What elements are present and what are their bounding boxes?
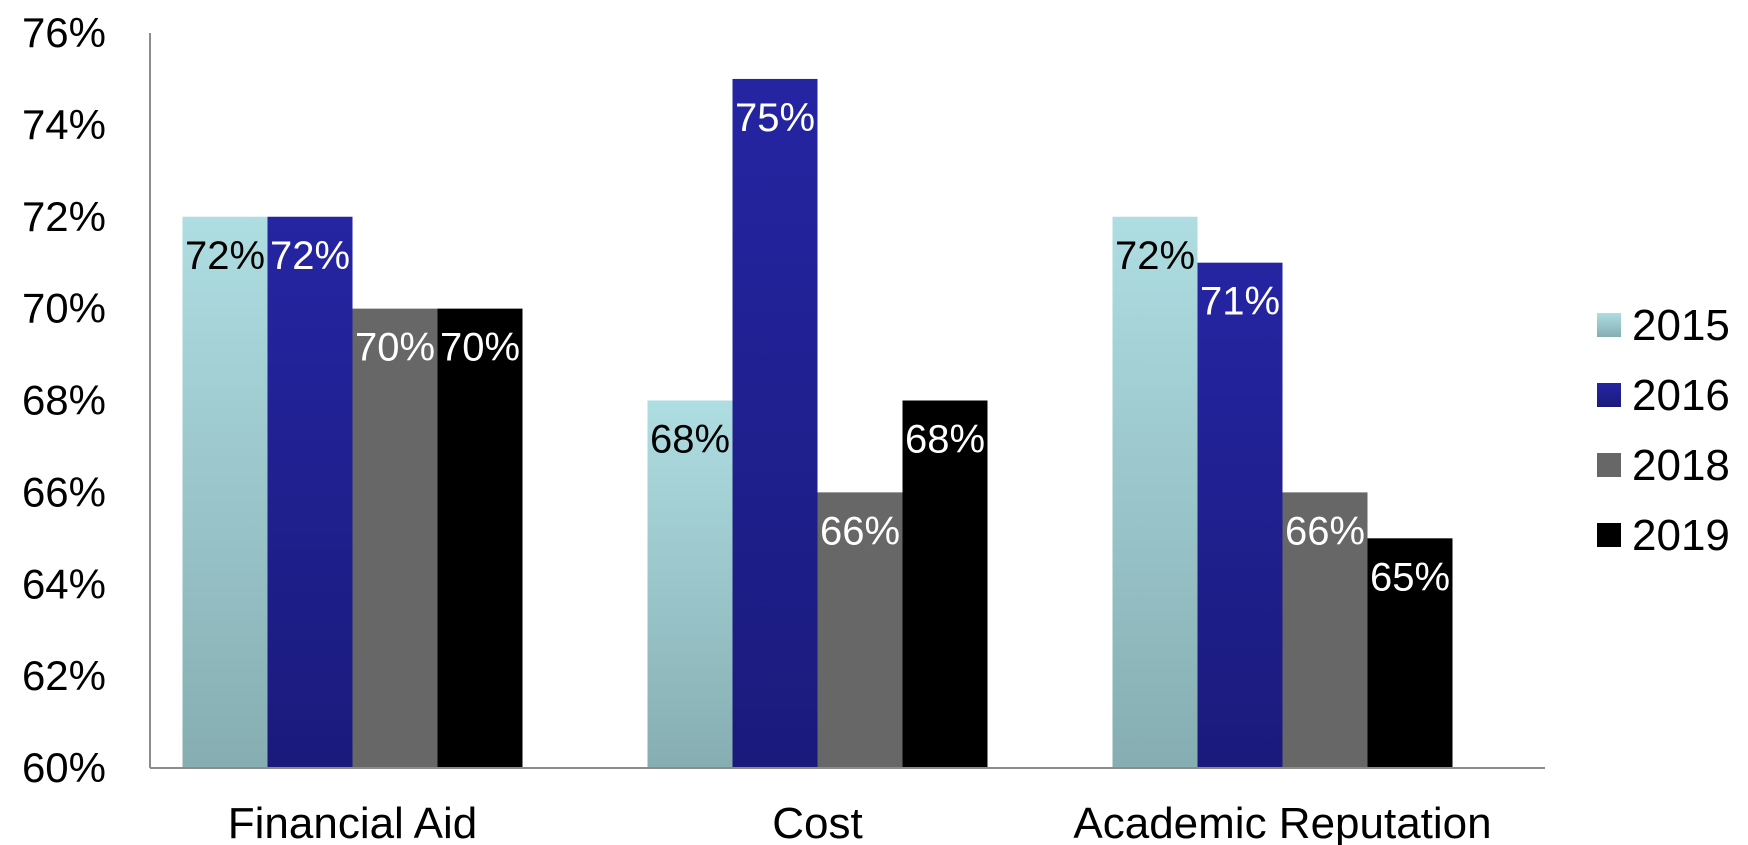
bar-2016-1 bbox=[732, 78, 818, 768]
bar-2018-2 bbox=[1282, 492, 1368, 768]
y-tick-label: 62% bbox=[22, 652, 106, 699]
y-tick-label: 74% bbox=[22, 101, 106, 148]
data-label: 68% bbox=[905, 418, 985, 462]
y-tick-label: 64% bbox=[22, 560, 106, 607]
bar-2016-0 bbox=[267, 216, 353, 768]
x-category-label: Financial Aid bbox=[228, 799, 477, 845]
legend-swatch bbox=[1597, 383, 1621, 407]
y-tick-label: 72% bbox=[22, 193, 106, 240]
y-axis-ticks: 60% 62% 64% 66% 68% 70% 72% 74% 76% bbox=[22, 9, 106, 791]
bars bbox=[182, 78, 1453, 768]
data-label: 72% bbox=[185, 234, 265, 278]
legend: 2015 2016 2018 2019 bbox=[1597, 301, 1730, 560]
bar-2019-0 bbox=[437, 308, 523, 768]
x-category-label: Cost bbox=[772, 799, 862, 845]
bar-2015-1 bbox=[647, 400, 733, 768]
legend-label: 2016 bbox=[1632, 371, 1730, 420]
legend-swatch bbox=[1597, 453, 1621, 477]
legend-label: 2015 bbox=[1632, 301, 1730, 350]
y-tick-label: 70% bbox=[22, 285, 106, 332]
legend-swatch bbox=[1597, 523, 1621, 547]
y-tick-label: 60% bbox=[22, 744, 106, 791]
data-labels: 72% 72%70% 70%68%75%66%68%72%71%66%65% bbox=[185, 96, 1450, 599]
y-tick-label: 68% bbox=[22, 377, 106, 424]
x-category-label: Academic Reputation bbox=[1073, 799, 1491, 845]
data-label: 71% bbox=[1200, 280, 1280, 324]
data-label: 72% bbox=[1115, 234, 1195, 278]
data-label: 70% bbox=[355, 326, 435, 370]
bar-2019-1 bbox=[902, 400, 988, 768]
bar-2019-2 bbox=[1367, 538, 1453, 768]
legend-label: 2019 bbox=[1632, 511, 1730, 560]
y-tick-label: 76% bbox=[22, 9, 106, 56]
bar-2018-0 bbox=[352, 308, 438, 768]
bar-2015-2 bbox=[1112, 216, 1198, 768]
x-axis-category-labels: Financial Aid Cost Academic Reputation bbox=[228, 799, 1492, 845]
bar-2018-1 bbox=[817, 492, 903, 768]
data-label: 68% bbox=[650, 418, 730, 462]
data-label: 72% bbox=[270, 234, 350, 278]
data-label: 66% bbox=[820, 509, 900, 553]
legend-swatch bbox=[1597, 313, 1621, 337]
legend-label: 2018 bbox=[1632, 441, 1730, 490]
bar-2015-0 bbox=[182, 216, 268, 768]
bar-2016-2 bbox=[1197, 262, 1283, 768]
data-label: 66% bbox=[1285, 509, 1365, 553]
y-tick-label: 66% bbox=[22, 468, 106, 515]
data-label: 65% bbox=[1370, 555, 1450, 599]
data-label: 70% bbox=[440, 326, 520, 370]
data-label: 75% bbox=[735, 96, 815, 140]
